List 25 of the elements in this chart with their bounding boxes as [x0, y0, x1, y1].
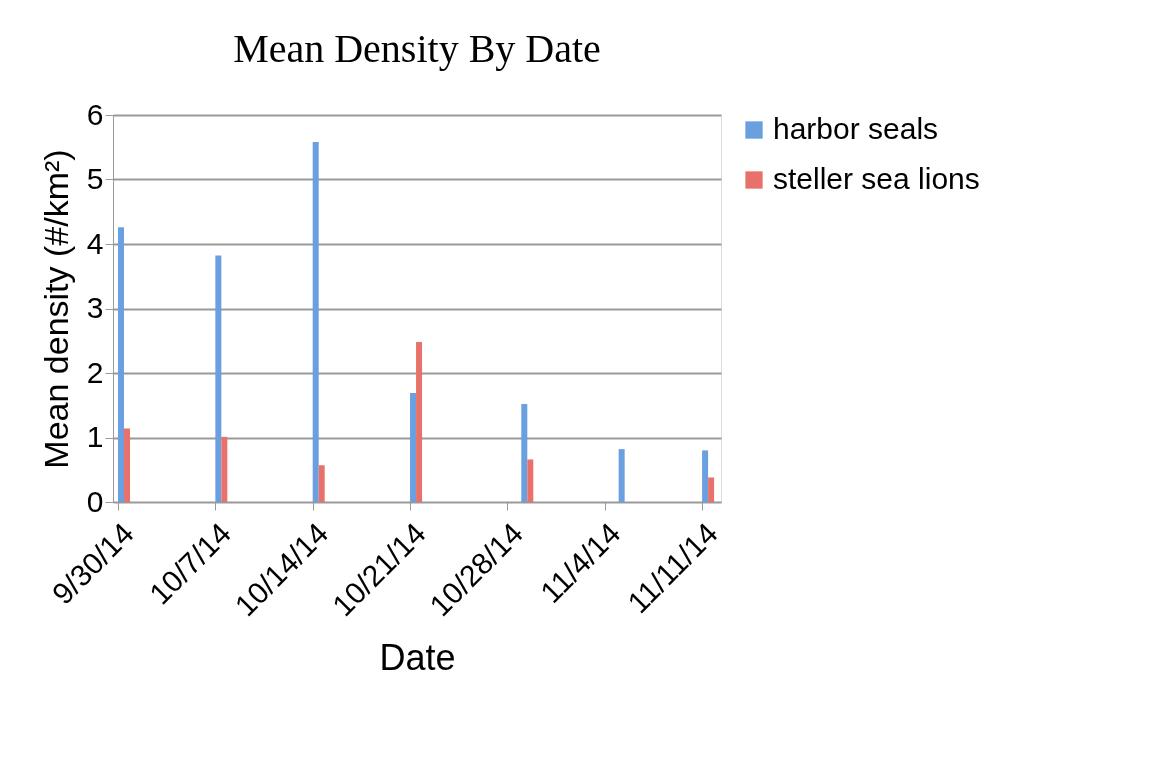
legend-label: steller sea lions — [773, 162, 980, 195]
y-tick-label: 1 — [86, 420, 104, 453]
bar — [221, 436, 228, 502]
bar — [410, 392, 417, 502]
bar — [118, 227, 124, 502]
x-axis-title: Date — [379, 637, 456, 679]
bar — [527, 459, 534, 502]
y-tick-label: 2 — [86, 355, 104, 389]
bar — [618, 449, 625, 502]
y-tick-label: 0 — [86, 484, 104, 518]
bar — [521, 403, 528, 502]
y-tick-label: 3 — [86, 291, 104, 324]
legend-label: harbor seals — [773, 112, 939, 145]
y-tick-label: 4 — [86, 226, 104, 260]
bar — [215, 255, 222, 502]
y-axis-title: Mean density (#/km²) — [36, 149, 75, 469]
bar — [702, 450, 709, 502]
bar — [318, 465, 325, 502]
bar — [312, 142, 319, 502]
bar — [124, 428, 130, 502]
bar — [416, 342, 423, 502]
y-tick-label: 5 — [86, 162, 104, 195]
bar — [708, 477, 715, 502]
chart-title: Mean Density By Date — [233, 26, 601, 71]
y-tick-label: 6 — [86, 97, 104, 131]
